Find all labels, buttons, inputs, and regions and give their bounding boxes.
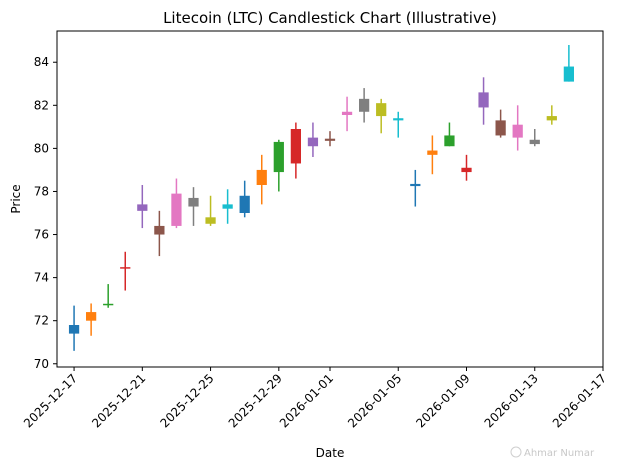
candle-2026-01-03 (359, 88, 370, 123)
candle-2026-01-13 (529, 129, 540, 147)
candle-2026-01-07 (427, 135, 438, 175)
candle-body (546, 116, 557, 121)
candle-2026-01-15 (563, 45, 574, 82)
candle-2026-01-12 (512, 105, 523, 151)
watermark-logo-icon (510, 446, 522, 458)
candle-body (205, 217, 216, 224)
y-tick-label: 72 (34, 314, 49, 328)
candle-body (563, 66, 574, 82)
candle-2025-12-30 (290, 122, 301, 179)
candle-2026-01-11 (495, 109, 506, 138)
candle-2025-12-22 (154, 210, 165, 257)
candle-body (137, 204, 148, 211)
candle-2026-01-10 (478, 77, 489, 125)
candle-2026-01-09 (461, 154, 472, 181)
candle-body (188, 197, 199, 207)
candle-body (444, 135, 455, 147)
candle-body (512, 124, 523, 138)
y-tick-label: 76 (34, 228, 49, 242)
candle-2025-12-18 (86, 303, 97, 336)
candle-2025-12-21 (137, 185, 148, 229)
candle-body (529, 139, 540, 145)
candle-body (273, 141, 284, 173)
candle-body (410, 183, 421, 187)
candle-2026-01-14 (546, 105, 557, 125)
y-tick-label: 74 (34, 271, 49, 285)
candle-body (495, 120, 506, 136)
candle-2026-01-01 (324, 131, 336, 147)
candle-body (154, 225, 165, 235)
candle-body (103, 303, 114, 306)
candle-body (307, 137, 319, 147)
candle-body (324, 138, 336, 141)
candle-body (239, 195, 250, 213)
candle-body (461, 167, 472, 173)
candle-2025-12-31 (307, 122, 319, 157)
candle-body (478, 92, 489, 108)
watermark-text: Ahmar Numar (524, 448, 595, 459)
candle-2026-01-02 (341, 96, 353, 132)
candle-2025-12-24 (188, 187, 199, 226)
candle-body (359, 98, 370, 112)
candle-body (290, 129, 301, 164)
candle-2025-12-20 (120, 251, 131, 291)
candle-body (256, 169, 267, 185)
candle-2025-12-25 (205, 195, 216, 226)
y-tick-label: 80 (34, 141, 49, 155)
candle-body (393, 118, 404, 121)
candle-body (427, 150, 438, 155)
candles-layer (68, 45, 574, 351)
y-tick-label: 78 (34, 184, 49, 198)
candle-2025-12-17 (68, 305, 80, 351)
candle-body (120, 267, 131, 269)
candle-2026-01-05 (393, 111, 404, 138)
candle-body (68, 325, 80, 334)
candle-2026-01-08 (444, 122, 455, 147)
candle-2025-12-27 (239, 180, 250, 218)
candle-2026-01-04 (376, 98, 387, 134)
candle-2025-12-29 (273, 139, 284, 192)
candle-2025-12-23 (171, 178, 182, 229)
y-tick-label: 84 (34, 55, 49, 69)
y-axis-title: Price (9, 184, 23, 213)
candle-body (171, 193, 182, 226)
candle-2025-12-28 (256, 154, 267, 205)
watermark: Ahmar Numar (510, 446, 595, 459)
candle-body (341, 111, 353, 115)
candle-body (222, 204, 233, 209)
x-axis-title: Date (316, 446, 345, 460)
candle-2025-12-19 (103, 284, 114, 308)
candle-body (376, 103, 387, 117)
y-tick-label: 82 (34, 98, 49, 112)
candle-2025-12-26 (222, 189, 233, 224)
y-axis: 70 72 74 76 78 80 82 84 (34, 55, 57, 371)
candle-2026-01-06 (410, 169, 421, 207)
chart-title: Litecoin (LTC) Candlestick Chart (Illust… (163, 9, 497, 27)
candle-body (86, 312, 97, 321)
y-tick-label: 70 (34, 357, 49, 371)
